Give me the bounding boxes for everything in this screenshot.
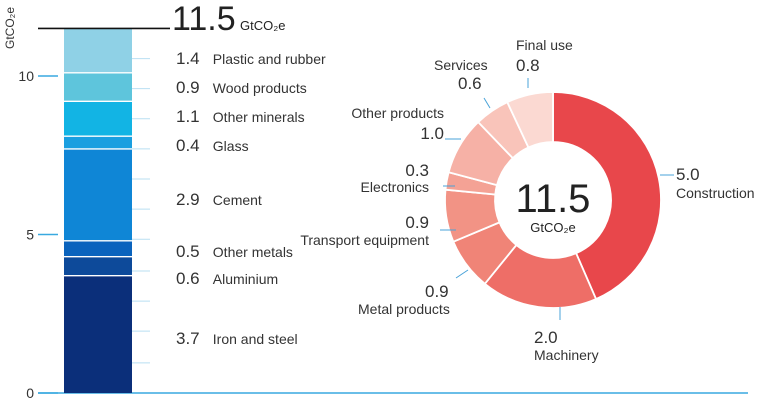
- donut-label: 1.0 Other products: [351, 105, 444, 143]
- donut-label-value: 0.3: [405, 161, 429, 180]
- leader-line: [455, 269, 469, 279]
- y-tick-label: 10: [18, 68, 34, 84]
- donut-label-name: Machinery: [534, 347, 599, 363]
- donut-label-name: Transport equipment: [300, 232, 429, 248]
- donut-label-name: Final use: [516, 37, 573, 53]
- bar-total-value: 11.5: [172, 0, 236, 38]
- bar-label: 0.6 Aluminium: [176, 269, 278, 288]
- bar-segment: [64, 28, 132, 73]
- donut-label-name: Electronics: [361, 179, 429, 195]
- donut-label-value: 0.8: [516, 56, 540, 75]
- donut-label-name: Services: [434, 57, 488, 73]
- bar-label-value: 0.9: [176, 78, 200, 97]
- bar-label-value: 3.7: [176, 329, 200, 348]
- donut-label-value: 5.0: [676, 165, 700, 184]
- donut-label-value: 0.6: [458, 74, 482, 93]
- bar-label-value: 0.4: [176, 136, 200, 155]
- bar-label-name: Other minerals: [213, 109, 305, 125]
- bar-label-value: 1.4: [176, 49, 200, 68]
- donut-slice: [552, 91, 662, 301]
- bar-label-name: Wood products: [213, 80, 307, 96]
- bar-label-value: 0.5: [176, 242, 200, 261]
- bar-label-name: Other metals: [213, 244, 293, 260]
- bar-segment: [64, 240, 132, 257]
- bar-label-name: Plastic and rubber: [213, 51, 326, 67]
- bar-label-value: 2.9: [176, 190, 200, 209]
- donut-label-value: 0.9: [425, 282, 449, 301]
- donut-center-unit: GtCO₂e: [530, 220, 576, 235]
- y-tick-label: 0: [26, 385, 34, 401]
- donut-label-value: 0.9: [405, 213, 429, 232]
- y-axis-title: GtCO₂e: [3, 7, 17, 49]
- bar-label: 3.7 Iron and steel: [176, 329, 298, 348]
- bar-total-unit: GtCO₂e: [240, 18, 286, 33]
- donut-center-value: 11.5: [516, 177, 591, 221]
- bar-label-name: Aluminium: [213, 271, 278, 287]
- donut-label-value: 1.0: [420, 124, 444, 143]
- donut-label-value: 2.0: [534, 328, 558, 347]
- donut-label-name: Metal products: [358, 301, 450, 317]
- donut-label: 0.8 Final use: [516, 37, 573, 75]
- leader-line: [483, 97, 491, 109]
- donut-label-name: Other products: [351, 105, 444, 121]
- bar-label: 2.9 Cement: [176, 190, 262, 209]
- bar-segment: [64, 148, 132, 241]
- donut-label-name: Construction: [676, 185, 755, 201]
- bar-label: 1.1 Other minerals: [176, 107, 305, 126]
- bar-label: 1.4 Plastic and rubber: [176, 49, 326, 68]
- bar-segment: [64, 101, 132, 137]
- bar-label-name: Iron and steel: [213, 331, 298, 347]
- bar-label-name: Cement: [213, 192, 262, 208]
- bar-segment: [64, 275, 132, 393]
- donut-slice: [506, 91, 554, 149]
- bar-label-name: Glass: [213, 138, 249, 154]
- bar-label: 0.4 Glass: [176, 136, 249, 155]
- bar-label: 0.9 Wood products: [176, 78, 307, 97]
- bar-segment: [64, 136, 132, 149]
- bar-label-value: 1.1: [176, 107, 200, 126]
- bar-label: 0.5 Other metals: [176, 242, 293, 261]
- bar-segment: [64, 72, 132, 102]
- bar-label-value: 0.6: [176, 269, 200, 288]
- y-tick-label: 5: [26, 227, 34, 243]
- bar-segment: [64, 256, 132, 276]
